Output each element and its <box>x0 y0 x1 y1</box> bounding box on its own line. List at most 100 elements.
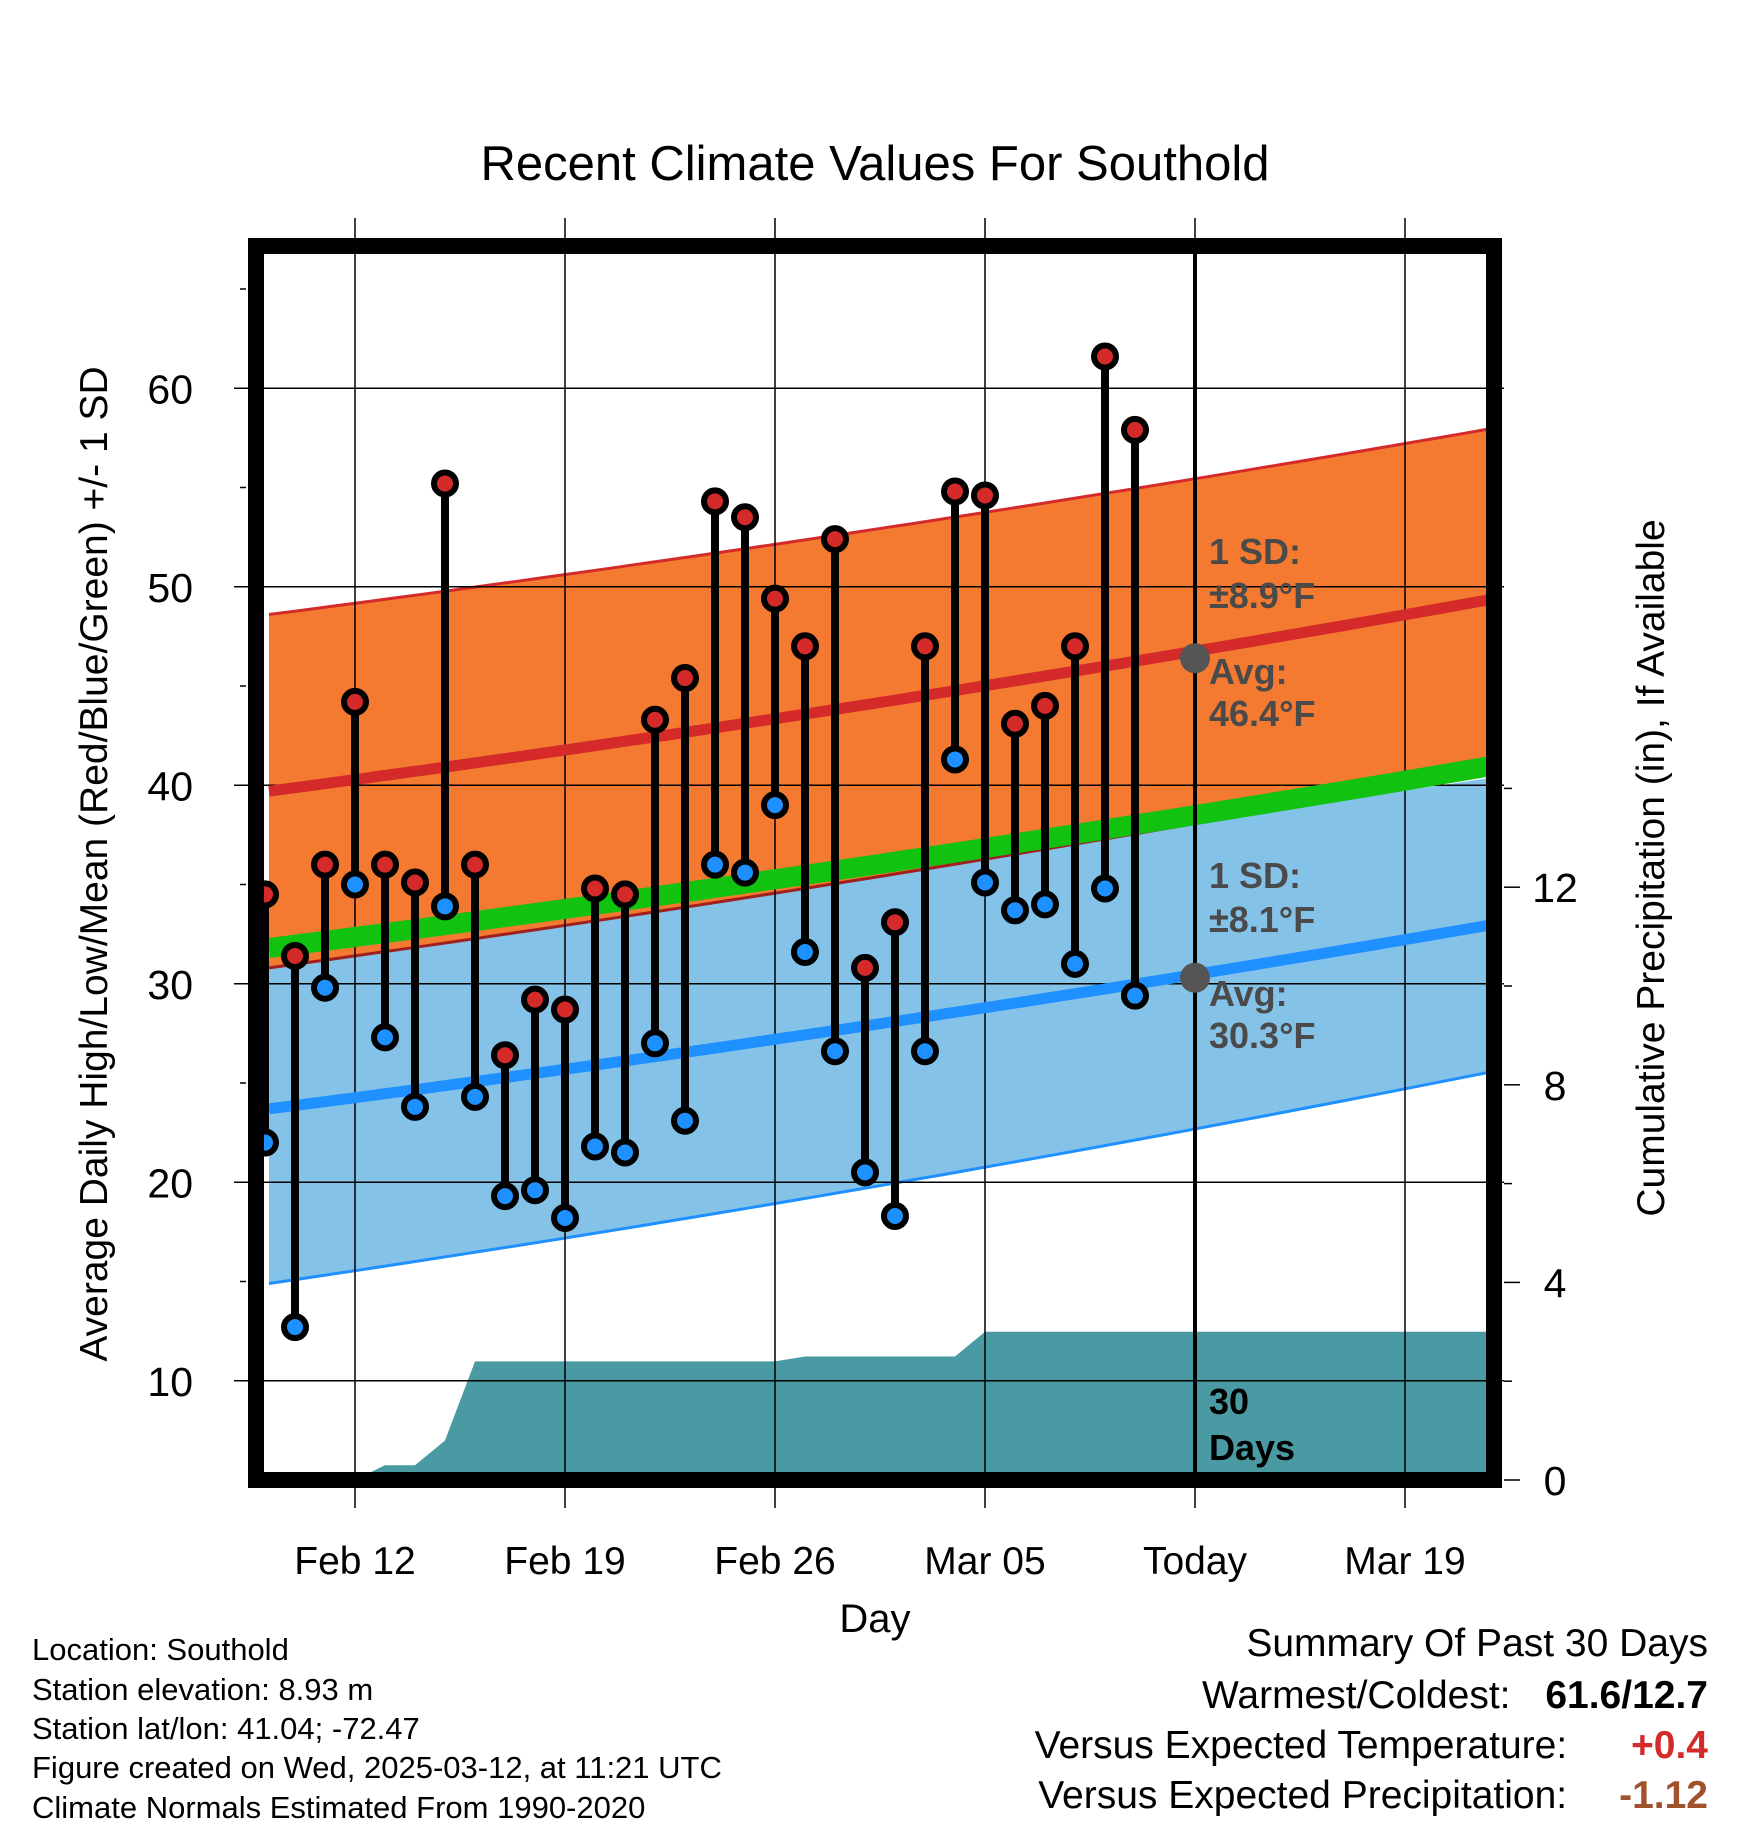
today-avg-low-dot <box>1180 962 1210 993</box>
y-tick-label: 20 <box>147 1160 193 1206</box>
precipitation-area <box>269 1331 1495 1480</box>
daily-low-point <box>821 1037 849 1066</box>
daily-low-point <box>1091 874 1119 903</box>
summary-precip: Versus Expected Precipitation: -1.12 <box>1038 1774 1708 1818</box>
y2-tick-label: 4 <box>1544 1260 1567 1306</box>
daily-high-point <box>971 481 999 510</box>
daily-high-point <box>1061 632 1089 661</box>
y2-tick-label: 12 <box>1532 865 1578 911</box>
daily-low-point <box>1001 896 1029 925</box>
daily-low-point <box>1121 981 1149 1010</box>
daily-high-point <box>341 687 369 716</box>
x-tick-label: Feb 19 <box>504 1540 625 1583</box>
y2-tick-label: 0 <box>1544 1458 1567 1504</box>
daily-high-point <box>491 1041 519 1070</box>
x-tick-label: Feb 26 <box>714 1540 835 1583</box>
daily-high-point <box>551 995 579 1024</box>
low-avg-label: Avg: <box>1209 973 1288 1014</box>
summary-warm-cold: Warmest/Coldest: 61.6/12.7 <box>1202 1674 1708 1718</box>
daily-low-point <box>311 973 339 1002</box>
y-axis-label: Average Daily High/Low/Mean (Red/Blue/Gr… <box>73 366 116 1361</box>
daily-high-point <box>701 487 729 516</box>
daily-high-point <box>1091 342 1119 371</box>
daily-low-point <box>341 870 369 899</box>
footer-elevation: Station elevation: 8.93 m <box>32 1672 374 1707</box>
daily-high-point <box>821 525 849 554</box>
summary-precip-label: Versus Expected Precipitation: <box>1038 1774 1568 1817</box>
footer-normals: Climate Normals Estimated From 1990-2020 <box>32 1790 646 1825</box>
y-tick-label: 60 <box>147 366 193 412</box>
y-tick-label: 40 <box>147 763 193 809</box>
daily-low-point <box>701 850 729 879</box>
summary-temp: Versus Expected Temperature: +0.4 <box>1035 1724 1708 1768</box>
x-axis-label: Day <box>839 1597 910 1641</box>
plot-frame <box>248 238 1502 1488</box>
avg-high-line <box>268 593 1496 797</box>
daily-high-point <box>1121 415 1149 444</box>
daily-high-point <box>401 868 429 897</box>
summary-warm-cold-value: 61.6/12.7 <box>1545 1674 1708 1717</box>
daily-low-point <box>731 858 759 887</box>
daily-low-point <box>911 1037 939 1066</box>
daily-low-point <box>671 1106 699 1135</box>
daily-high-point <box>371 850 399 879</box>
daily-low-point <box>461 1082 489 1111</box>
daily-high-point <box>941 477 969 506</box>
daily-low-point <box>491 1182 519 1211</box>
high-sd-value: ±8.9°F <box>1209 575 1315 616</box>
daily-low-point <box>971 868 999 897</box>
daily-low-point <box>431 892 459 921</box>
summary-temp-value: +0.4 <box>1631 1724 1708 1767</box>
daily-low-point <box>281 1313 309 1342</box>
x-tick-label: Mar 05 <box>924 1540 1045 1583</box>
summary-temp-label: Versus Expected Temperature: <box>1034 1724 1568 1767</box>
daily-high-point <box>311 850 339 879</box>
daily-high-point <box>281 941 309 970</box>
daily-high-point <box>671 664 699 693</box>
high-avg-label: Avg: <box>1209 651 1288 692</box>
daily-high-point <box>761 584 789 613</box>
daily-low-point <box>401 1092 429 1121</box>
low-sd-lower-edge <box>268 1069 1496 1285</box>
low-sd-label: 1 SD: <box>1209 855 1301 896</box>
daily-high-point <box>881 908 909 937</box>
daily-low-point <box>1061 949 1089 978</box>
daily-values <box>251 342 1149 1342</box>
daily-high-point <box>521 985 549 1014</box>
summary-heading: Summary Of Past 30 Days <box>1246 1622 1708 1665</box>
footer-location: Location: Southold <box>32 1632 289 1667</box>
period-days-label: Days <box>1209 1427 1295 1468</box>
chart-title: Recent Climate Values For Southold <box>481 137 1270 191</box>
axis-ticks: 10 20 30 40 50 60 0 4 8 12 Feb 12 Feb 19 Feb 26 Mar 0… <box>147 288 1578 1583</box>
low-sd-value: ±8.1°F <box>1209 899 1315 940</box>
x-tick-label: Today <box>1143 1540 1248 1583</box>
daily-high-point <box>431 469 459 498</box>
daily-high-point <box>611 880 639 909</box>
daily-low-point <box>791 937 819 966</box>
daily-low-point <box>551 1203 579 1232</box>
daily-low-point <box>941 745 969 774</box>
daily-high-point <box>1031 691 1059 720</box>
daily-high-point <box>1001 709 1029 738</box>
daily-high-point <box>911 632 939 661</box>
daily-high-point <box>581 874 609 903</box>
daily-low-point <box>761 791 789 820</box>
low-avg-value: 30.3°F <box>1209 1015 1315 1056</box>
high-sd-label: 1 SD: <box>1209 531 1301 572</box>
daily-low-point <box>521 1176 549 1205</box>
summary-warm-cold-label: Warmest/Coldest: <box>1202 1674 1511 1717</box>
daily-low-point <box>641 1029 669 1058</box>
footer-created: Figure created on Wed, 2025-03-12, at 11… <box>32 1750 722 1785</box>
y-tick-label: 10 <box>147 1359 193 1405</box>
today-marker <box>1180 246 1210 1480</box>
daily-low-point <box>371 1023 399 1052</box>
daily-high-point <box>851 953 879 982</box>
x-tick-label: Mar 19 <box>1344 1540 1465 1583</box>
daily-low-point <box>611 1138 639 1167</box>
daily-high-point <box>791 632 819 661</box>
daily-high-point <box>461 850 489 879</box>
y-tick-label: 30 <box>147 962 193 1008</box>
y2-tick-label: 8 <box>1544 1063 1567 1109</box>
x-tick-label: Feb 12 <box>294 1540 415 1583</box>
